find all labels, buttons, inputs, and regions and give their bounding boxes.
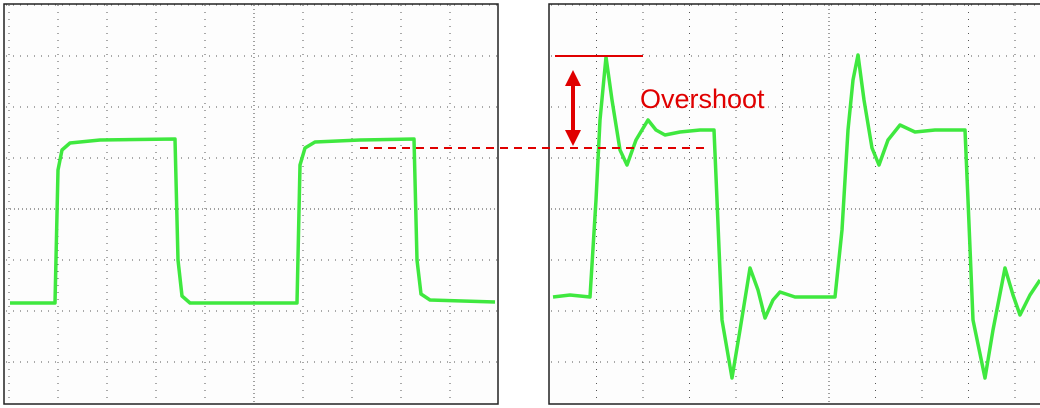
right-screen (549, 4, 1040, 404)
scope-comparison: Overshoot (0, 0, 1040, 408)
left-screen (4, 4, 498, 404)
overshoot-label: Overshoot (640, 84, 765, 114)
